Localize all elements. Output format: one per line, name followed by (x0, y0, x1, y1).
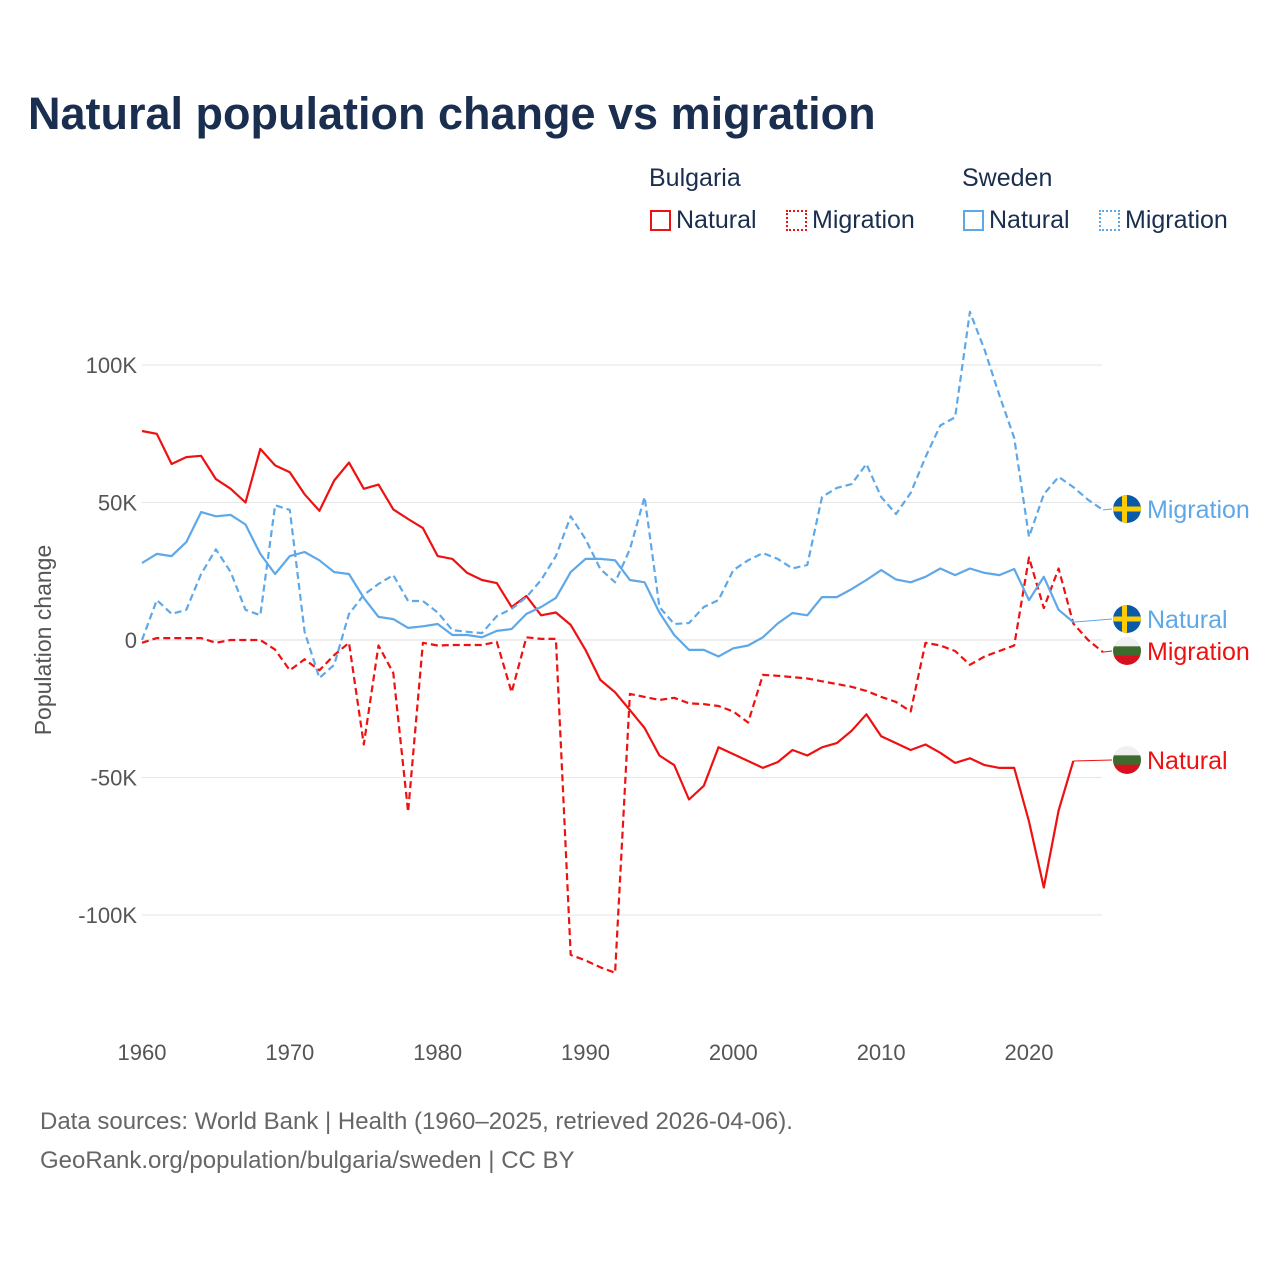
legend-bulgaria-migration[interactable]: Migration (786, 206, 915, 235)
label-connector (1073, 759, 1113, 762)
y-tick-label: 100K (86, 353, 138, 378)
end-label: Migration (1147, 638, 1250, 666)
flag-stripe (1113, 655, 1141, 665)
x-tick-label: 1970 (265, 1040, 314, 1065)
legend-sweden-natural[interactable]: Natural (963, 206, 1070, 235)
flag-stripe (1113, 746, 1141, 756)
y-axis-label: Population change (30, 545, 56, 736)
bulgaria-flag-icon (1113, 746, 1141, 774)
sweden-flag-icon (1113, 605, 1141, 633)
y-tick-label: 50K (98, 491, 137, 516)
legend-group-bulgaria: Bulgaria (649, 164, 741, 192)
flag-stripe (1113, 764, 1141, 774)
x-tick-label: 1990 (561, 1040, 610, 1065)
legend-group-sweden: Sweden (962, 164, 1053, 192)
series-line-sweden-natural (141, 511, 1075, 658)
legend-swatch-dotted (786, 210, 807, 231)
bulgaria-flag-icon (1113, 637, 1141, 665)
footer-link[interactable]: GeoRank.org/population/bulgaria/sweden |… (40, 1147, 575, 1174)
footer-sources: Data sources: World Bank | Health (1960–… (40, 1108, 793, 1135)
legend-swatch-solid (650, 210, 671, 231)
sweden-flag-icon (1113, 495, 1141, 523)
x-tick-label: 1980 (413, 1040, 462, 1065)
legend-label: Natural (676, 206, 757, 234)
label-connector (1102, 650, 1113, 653)
label-connector (1102, 508, 1113, 511)
series-line-sweden-migration (140, 310, 1104, 680)
legend-label: Migration (1125, 206, 1228, 234)
legend-label: Natural (989, 206, 1070, 234)
x-tick-label: 2000 (709, 1040, 758, 1065)
series-line-bulgaria-migration (141, 556, 1104, 974)
end-label: Natural (1147, 606, 1228, 634)
chart-title: Natural population change vs migration (28, 88, 876, 139)
legend-swatch-dotted (1099, 210, 1120, 231)
x-tick-label: 1960 (118, 1040, 167, 1065)
flag-stripe (1113, 646, 1141, 657)
label-connector (1073, 618, 1113, 623)
flag-stripe (1113, 755, 1141, 766)
end-label: Natural (1147, 747, 1228, 775)
series-line-bulgaria-natural (141, 429, 1075, 889)
y-tick-label: 0 (125, 628, 137, 653)
end-label: Migration (1147, 496, 1250, 524)
x-tick-label: 2010 (857, 1040, 906, 1065)
y-tick-label: -50K (91, 766, 138, 791)
legend-sweden-migration[interactable]: Migration (1099, 206, 1228, 235)
flag-stripe (1113, 637, 1141, 647)
legend-bulgaria-natural[interactable]: Natural (650, 206, 757, 235)
flag-cross-v (1122, 495, 1127, 523)
x-tick-label: 2020 (1005, 1040, 1054, 1065)
legend-swatch-solid (963, 210, 984, 231)
y-tick-label: -100K (78, 903, 137, 928)
flag-cross-v (1122, 605, 1127, 633)
legend-label: Migration (812, 206, 915, 234)
